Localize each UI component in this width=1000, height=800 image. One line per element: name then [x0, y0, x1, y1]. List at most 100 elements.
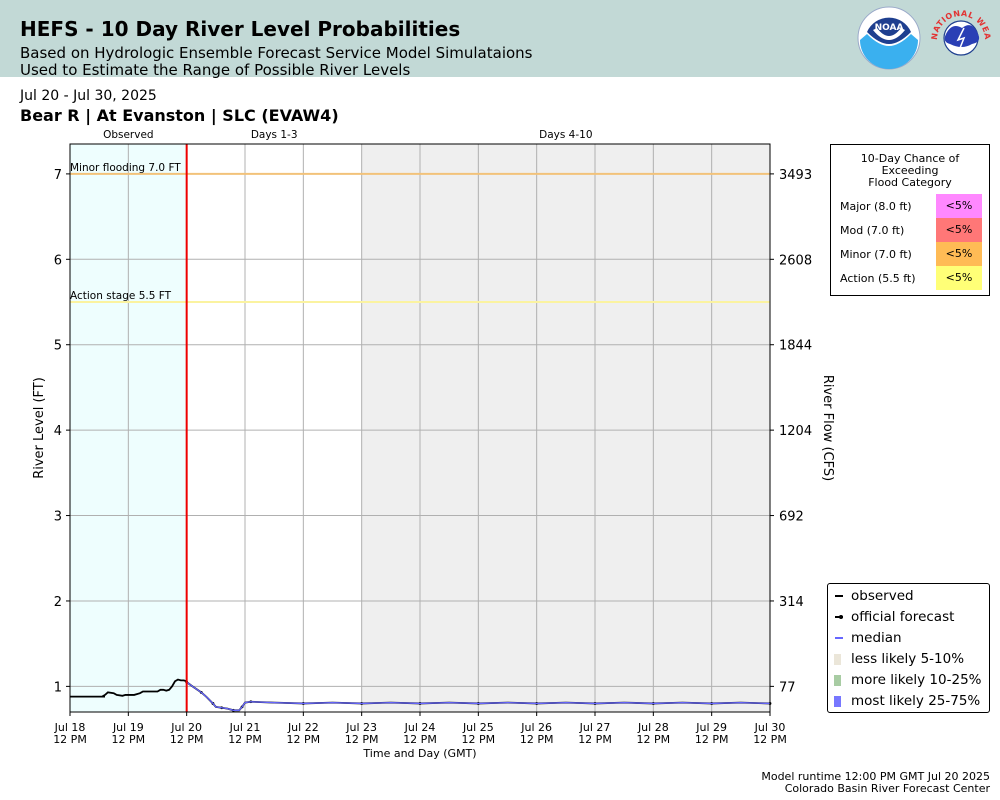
legend-label: observed [851, 588, 914, 604]
prob-label: Major (8.0 ft) [840, 200, 912, 213]
y-tick-label: 2 [54, 595, 62, 610]
legend-symbol [835, 615, 843, 619]
x-tick-label: Jul 23 [345, 721, 377, 734]
x-tick-label: 12 PM [637, 733, 671, 746]
x-tick-label: 12 PM [170, 733, 204, 746]
legend-symbol [834, 675, 841, 686]
forecast-center: Colorado Basin River Forecast Center [784, 782, 990, 795]
legend-symbol [834, 654, 841, 665]
legend-label: less likely 5-10% [851, 651, 965, 667]
legend-symbol [834, 696, 841, 707]
y2-tick-label: 2608 [779, 253, 812, 268]
threshold-label: Minor flooding 7.0 FT [70, 162, 181, 174]
y-tick-label: 6 [54, 253, 62, 268]
axis-labels: Observed Days 1-3 Days 4-10123456777314692… [32, 129, 835, 760]
x-tick-label: Jul 22 [287, 721, 319, 734]
prob-row-major: Major (8.0 ft) <5% [831, 194, 989, 218]
prob-value: <5% [936, 242, 982, 266]
prob-title-line: Exceeding [881, 164, 939, 177]
x-tick-label: 12 PM [462, 733, 496, 746]
x-tick-label: 12 PM [112, 733, 146, 746]
x-tick-label: Jul 21 [229, 721, 261, 734]
period-label: Days 4-10 [539, 129, 592, 141]
legend-swatch [834, 675, 841, 686]
header-banner: HEFS - 10 Day River Level Probabilities … [0, 0, 1000, 79]
legend-symbol [835, 595, 843, 597]
legend-swatch [834, 696, 841, 707]
y2-tick-label: 1204 [779, 424, 812, 439]
threshold-label: Action stage 5.5 FT [70, 290, 172, 302]
x-tick-label: Jul 19 [112, 721, 144, 734]
station-name: Bear R | At Evanston | SLC (EVAW4) [20, 106, 339, 125]
x-tick-label: 12 PM [578, 733, 612, 746]
prob-table-title: 10-Day Chance of Exceeding Flood Categor… [831, 153, 989, 189]
x-tick-label: 12 PM [403, 733, 437, 746]
x-tick-label: Jul 26 [520, 721, 552, 734]
series-observed [70, 678, 187, 698]
prob-title-line: 10-Day Chance of [860, 152, 960, 165]
x-tick-label: Jul 20 [170, 721, 202, 734]
legend-label: median [851, 630, 902, 646]
period-band [186, 144, 362, 712]
y-axis-title: River Level (FT) [32, 377, 47, 479]
x-tick-label: 12 PM [53, 733, 87, 746]
y-tick-label: 1 [54, 680, 62, 695]
prob-row-action: Action (5.5 ft) <5% [831, 266, 989, 290]
chart-legend: observed official forecast median less l… [827, 583, 990, 713]
legend-item-median: median [828, 628, 989, 649]
legend-label: most likely 25-75% [851, 693, 981, 709]
prob-label: Mod (7.0 ft) [840, 224, 905, 237]
prob-label: Minor (7.0 ft) [840, 248, 912, 261]
y-tick-label: 4 [54, 424, 62, 439]
y2-tick-label: 77 [779, 680, 796, 695]
subtitle-line-1: Based on Hydrologic Ensemble Forecast Se… [20, 44, 533, 62]
nws-logo: NATIONAL WEATHER SERVICE [928, 2, 992, 56]
noaa-logo-text: NOAA [875, 23, 904, 33]
series-lines [70, 144, 772, 712]
x-tick-label: Jul 29 [695, 721, 727, 734]
subtitle-line-2: Used to Estimate the Range of Possible R… [20, 61, 411, 79]
y2-tick-label: 692 [779, 510, 804, 525]
prob-row-minor: Minor (7.0 ft) <5% [831, 242, 989, 266]
x-tick-label: Jul 24 [404, 721, 436, 734]
model-runtime: Model runtime 12:00 PM GMT Jul 20 2025 [761, 770, 990, 783]
x-tick-label: Jul 28 [637, 721, 669, 734]
prob-value: <5% [936, 266, 982, 290]
x-tick-label: Jul 30 [754, 721, 786, 734]
legend-item-more-likely: more likely 10-25% [828, 670, 989, 691]
legend-item-less-likely: less likely 5-10% [828, 649, 989, 670]
legend-swatch [834, 654, 841, 665]
x-axis-title: Time and Day (GMT) [362, 747, 476, 760]
exceedance-probability-table: 10-Day Chance of Exceeding Flood Categor… [830, 144, 990, 296]
y-tick-label: 3 [54, 510, 62, 525]
x-tick-label: 12 PM [520, 733, 554, 746]
x-tick-label: 12 PM [695, 733, 729, 746]
legend-item-observed: observed [828, 586, 989, 607]
x-tick-label: 12 PM [345, 733, 379, 746]
prob-row-moderate: Mod (7.0 ft) <5% [831, 218, 989, 242]
period-label: Days 1-3 [251, 129, 298, 141]
x-tick-label: Jul 25 [462, 721, 494, 734]
legend-swatch-dot [839, 615, 843, 619]
x-tick-label: 12 PM [753, 733, 787, 746]
y-tick-label: 5 [54, 339, 62, 354]
period-band [361, 144, 770, 712]
x-tick-label: 12 PM [228, 733, 262, 746]
x-tick-label: Jul 27 [579, 721, 611, 734]
series-median [186, 681, 771, 711]
prob-value: <5% [936, 218, 982, 242]
period-label: Observed [103, 129, 154, 141]
y2-tick-label: 1844 [779, 339, 812, 354]
page-title: HEFS - 10 Day River Level Probabilities [20, 17, 461, 41]
prob-value: <5% [936, 194, 982, 218]
prob-title-line: Flood Category [868, 176, 952, 189]
legend-item-official-forecast: official forecast [828, 607, 989, 628]
date-range: Jul 20 - Jul 30, 2025 [20, 88, 157, 104]
y2-tick-label: 314 [779, 595, 804, 610]
x-tick-label: 12 PM [287, 733, 321, 746]
legend-label: more likely 10-25% [851, 672, 982, 688]
prob-label: Action (5.5 ft) [840, 272, 916, 285]
y2-tick-label: 3493 [779, 168, 812, 183]
legend-item-most-likely: most likely 25-75% [828, 691, 989, 712]
